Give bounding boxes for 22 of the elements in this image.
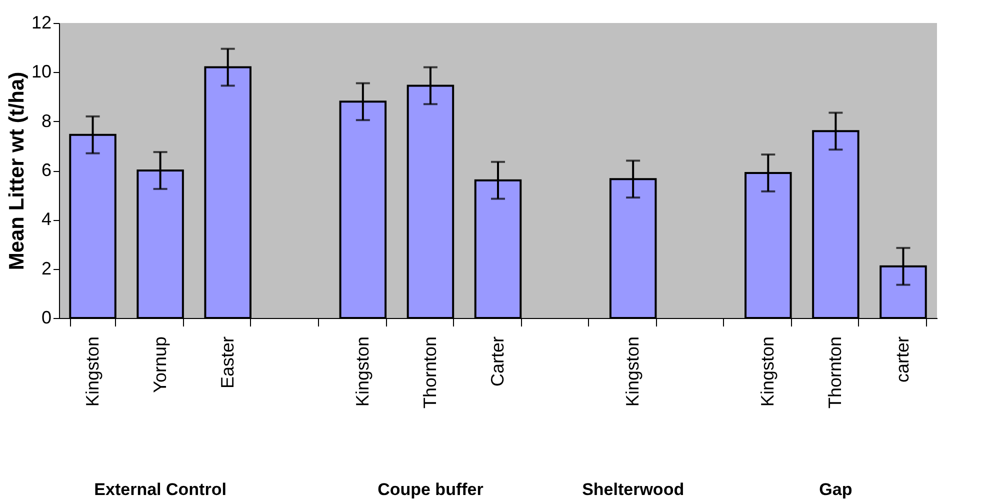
- text: Gap: [819, 480, 852, 499]
- y-tick-label: 10: [31, 62, 52, 82]
- x-tick-label: Easter: [217, 336, 238, 389]
- x-tick-label: Kingston: [352, 336, 372, 407]
- x-tick-label: Kingston: [758, 336, 778, 407]
- x-tick-label: Kingston: [622, 336, 643, 407]
- x-tick-label: Carter: [488, 336, 508, 387]
- x-tick-label: Kingston: [82, 336, 102, 407]
- text: External Control: [94, 480, 226, 499]
- x-tick-label: carter: [892, 336, 913, 383]
- y-axis-title: Mean Litter wt (t/ha): [5, 72, 28, 270]
- x-tick-label: Thornton: [420, 336, 440, 409]
- x-tick-label: Yornup: [150, 336, 170, 393]
- y-tick-label: 4: [41, 209, 52, 230]
- y-tick-label: 0: [41, 308, 52, 328]
- y-tick-label: 8: [41, 110, 52, 131]
- y-tick-label: 12: [31, 12, 52, 32]
- text: Shelterwood: [582, 480, 684, 499]
- y-tick-label: 2: [41, 258, 52, 278]
- text: Coupe buffer: [378, 480, 484, 499]
- y-tick-label: 6: [41, 160, 52, 180]
- x-tick-label: Thornton: [825, 336, 846, 409]
